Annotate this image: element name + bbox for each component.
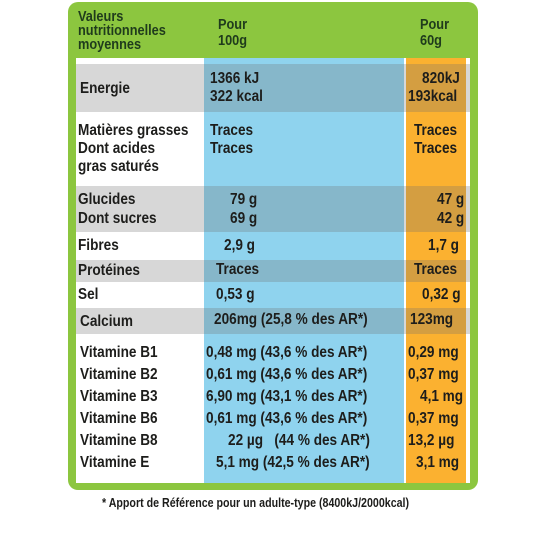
valueportion-vitamine-e: 3,1 mg <box>416 454 460 471</box>
valueportion-glucides: 47 g <box>437 191 465 208</box>
header-label-line3: moyennes <box>78 36 142 53</box>
label-acides-line1: Dont acides <box>78 140 156 157</box>
row-stripe-proteines <box>76 260 470 282</box>
label-vitamine-e: Vitamine E <box>80 454 150 471</box>
header-portion-line2: 60g <box>420 32 442 49</box>
valueportion-vitamine-b2: 0,37 mg <box>408 366 459 383</box>
label-sucres: Dont sucres <box>78 210 157 227</box>
valueportion-acides: Traces <box>414 140 458 157</box>
header-portion-line1: Pour <box>420 16 450 33</box>
valueportion-vitamine-b3: 4,1 mg <box>420 388 464 405</box>
valueportion-matieres-grasses: Traces <box>414 122 458 139</box>
valueportion-energie-kcal: 193kcal <box>408 88 458 105</box>
value100-vitamine-e: 5,1 mg (42,5 % des AR*) <box>216 454 370 471</box>
value100-glucides: 79 g <box>230 191 258 208</box>
column-gap <box>404 8 406 483</box>
value100-energie-kj: 1366 kJ <box>210 70 260 87</box>
header-label-line1: Valeurs <box>78 8 124 25</box>
valueportion-fibres: 1,7 g <box>428 237 459 254</box>
value100-calcium: 206mg (25,8 % des AR*) <box>214 311 368 328</box>
valueportion-vitamine-b1: 0,29 mg <box>408 344 459 361</box>
value100-acides: Traces <box>210 140 254 157</box>
valueportion-vitamine-b8: 13,2 µg <box>408 432 455 449</box>
value100-proteines: Traces <box>216 261 260 278</box>
row-stripe-glucides <box>76 186 470 232</box>
header-per100-line1: Pour <box>218 16 248 33</box>
per100-column-band <box>204 8 404 483</box>
valueportion-sel: 0,32 g <box>422 286 461 303</box>
header-per100-line2: 100g <box>218 32 248 49</box>
label-glucides: Glucides <box>78 191 136 208</box>
value100-sucres: 69 g <box>230 210 258 227</box>
label-proteines: Protéines <box>78 262 140 279</box>
label-vitamine-b2: Vitamine B2 <box>80 366 158 383</box>
row-stripe-calcium <box>76 308 470 334</box>
label-sel: Sel <box>78 286 99 303</box>
value100-vitamine-b2: 0,61 mg (43,6 % des AR*) <box>206 366 368 383</box>
valueportion-vitamine-b6: 0,37 mg <box>408 410 459 427</box>
label-vitamine-b1: Vitamine B1 <box>80 344 158 361</box>
value100-matieres-grasses: Traces <box>210 122 254 139</box>
value100-vitamine-b8: 22 µg (44 % des AR*) <box>228 432 370 449</box>
row-stripe-energie <box>76 64 470 112</box>
value100-vitamine-b3: 6,90 mg (43,1 % des AR*) <box>206 388 368 405</box>
label-vitamine-b3: Vitamine B3 <box>80 388 158 405</box>
footnote: * Apport de Référence pour un adulte-typ… <box>102 495 410 510</box>
label-vitamine-b6: Vitamine B6 <box>80 410 158 427</box>
label-energie: Energie <box>80 80 130 97</box>
value100-vitamine-b1: 0,48 mg (43,6 % des AR*) <box>206 344 368 361</box>
valueportion-sucres: 42 g <box>437 210 465 227</box>
label-calcium: Calcium <box>80 313 133 330</box>
portion-column-band <box>406 8 466 483</box>
label-acides-line2: gras saturés <box>78 158 159 175</box>
valueportion-calcium: 123mg <box>410 311 454 328</box>
label-matieres-grasses: Matières grasses <box>78 122 189 139</box>
nutrition-table: Valeurs nutritionnelles moyennes Pour 10… <box>76 8 470 483</box>
valueportion-energie-kj: 820kJ <box>422 70 460 87</box>
valueportion-proteines: Traces <box>414 261 458 278</box>
value100-fibres: 2,9 g <box>224 237 255 254</box>
header-label-line2: nutritionnelles <box>78 22 166 39</box>
label-vitamine-b8: Vitamine B8 <box>80 432 158 449</box>
value100-vitamine-b6: 0,61 mg (43,6 % des AR*) <box>206 410 368 427</box>
label-fibres: Fibres <box>78 237 119 254</box>
header-band <box>76 8 470 58</box>
value100-sel: 0,53 g <box>216 286 255 303</box>
value100-energie-kcal: 322 kcal <box>210 88 263 105</box>
